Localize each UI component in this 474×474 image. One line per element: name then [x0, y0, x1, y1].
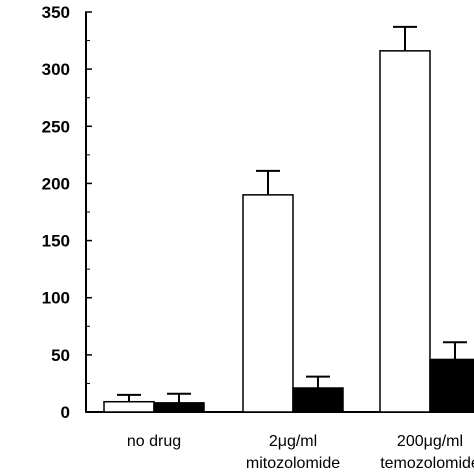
category-label: 2μg/ml: [269, 433, 317, 450]
y-tick-label: 150: [42, 232, 70, 251]
bar: [429, 358, 474, 413]
y-tick-label: 200: [42, 174, 70, 193]
bar: [103, 400, 155, 413]
bar: [242, 194, 294, 413]
category-label: no drug: [127, 433, 181, 450]
y-tick-label: 300: [42, 60, 70, 79]
category-label: 200μg/ml: [397, 433, 463, 450]
category-label: mitozolomide: [246, 455, 340, 472]
y-ticks: 0 50 100 150 200 250 300 350: [42, 3, 92, 422]
bars: [103, 25, 474, 413]
bar: [292, 387, 344, 413]
bar: [379, 50, 431, 413]
category-label: temozolomide: [380, 455, 474, 472]
category-labels: no drug 2μg/ml mitozolomide 200μg/ml temozol…: [127, 433, 474, 472]
y-tick-label: 350: [42, 3, 70, 22]
y-tick-label: 250: [42, 117, 70, 136]
y-tick-label: 100: [42, 289, 70, 308]
bar: [153, 402, 205, 413]
y-tick-label: 50: [51, 346, 70, 365]
y-tick-label: 0: [61, 403, 70, 422]
